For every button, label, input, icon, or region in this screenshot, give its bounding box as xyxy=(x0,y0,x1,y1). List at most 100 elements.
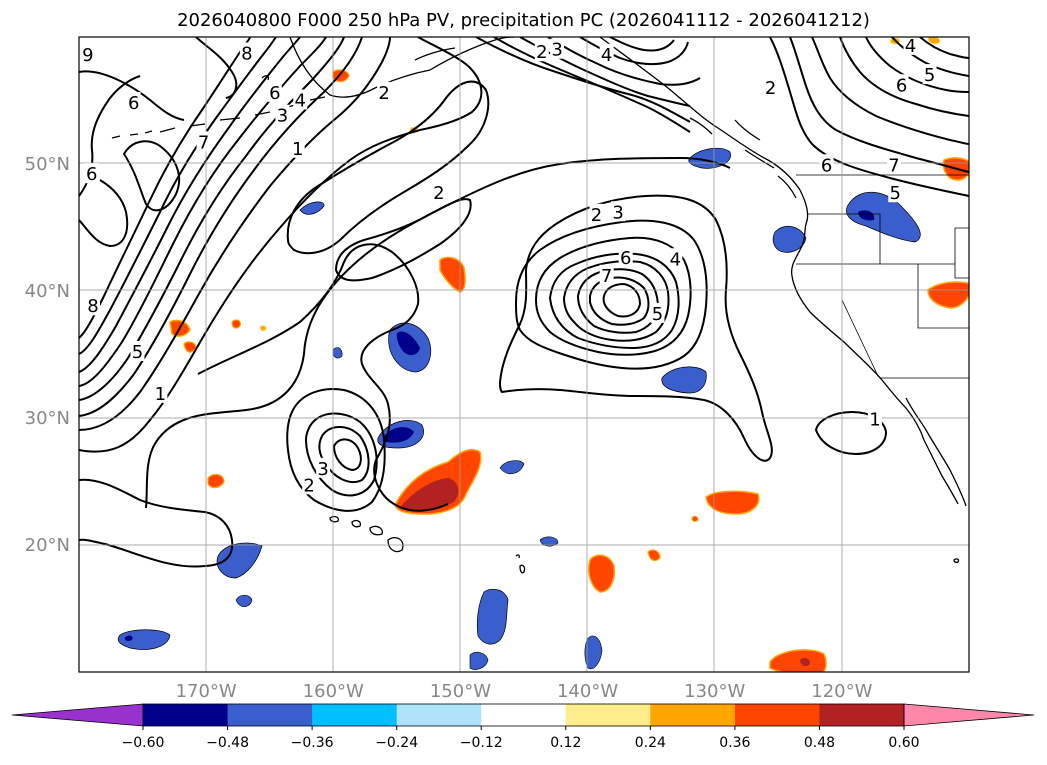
contour-label: 7 xyxy=(888,155,899,176)
contour-label: 2 xyxy=(765,78,776,99)
contour-label-bg xyxy=(589,203,604,224)
contour-label: 3 xyxy=(277,106,288,127)
contour-label: 4 xyxy=(905,36,916,57)
contour-label: 7 xyxy=(198,132,209,153)
lon-tick-label: 150°W xyxy=(430,681,491,702)
contour-label: 2 xyxy=(536,42,547,63)
lon-tick-label: 140°W xyxy=(557,681,618,702)
contour-label-bg xyxy=(556,9,570,29)
contour-label-bg xyxy=(599,43,614,64)
colorbar-segment xyxy=(650,704,736,726)
colorbar-segment xyxy=(312,704,398,726)
contour-label-bg xyxy=(431,182,446,203)
lat-tick-label: 40°N xyxy=(25,281,70,302)
contour-label: 2 xyxy=(378,83,389,104)
colorbar: −0.60 −0.48 −0.36 −0.24 −0.12 0.12 0.24 0.36 0.4… xyxy=(11,703,1035,751)
contour-label-bg xyxy=(302,474,317,495)
colorbar-tick-label: 0.36 xyxy=(719,735,750,751)
contour-label-bg xyxy=(126,92,141,113)
colorbar-segment xyxy=(734,704,820,726)
colorbar-tick-label: 0.60 xyxy=(888,735,919,751)
colorbar-frame xyxy=(142,703,905,727)
colorbar-segment xyxy=(565,704,651,726)
plot-title: 2026040800 F000 250 hPa PV, precipitatio… xyxy=(177,10,870,31)
contour-label-bg xyxy=(84,163,99,184)
contour-label-bg xyxy=(196,131,211,152)
contour-label-bg xyxy=(293,89,308,110)
contour-label: 3 xyxy=(612,202,623,223)
contour-label-bg xyxy=(267,81,282,102)
contour-label: 6 xyxy=(128,93,139,114)
lon-tick-label: 120°W xyxy=(811,681,872,702)
contour-label: 5 xyxy=(924,65,935,86)
contour-label: 6 xyxy=(821,155,832,176)
contour-label: 4 xyxy=(295,91,306,112)
lat-tick-label: 30°N xyxy=(25,408,70,429)
colorbar-segment xyxy=(396,704,482,726)
colorbar-segment xyxy=(143,704,229,726)
colorbar-segment xyxy=(481,704,567,726)
colorbar-tick-label: −0.60 xyxy=(122,735,165,751)
contour-label: 3 xyxy=(317,459,328,480)
contour-label-bg xyxy=(534,41,549,62)
contour-label: 5 xyxy=(652,304,663,325)
contour-label-bg xyxy=(819,154,834,175)
contour-label: 2 xyxy=(433,183,444,204)
contour-label-bg xyxy=(922,64,937,85)
contour-label-bg xyxy=(894,74,909,95)
longitude-tick-labels: 170°W 160°W 150°W 140°W 130°W 120°W xyxy=(176,681,873,702)
colorbar-tick-label: −0.24 xyxy=(375,735,418,751)
contour-label-bg xyxy=(886,154,901,175)
contour-label-bg xyxy=(377,81,392,102)
ocean-background xyxy=(79,37,969,672)
contour-label-bg xyxy=(85,295,100,316)
lon-tick-label: 130°W xyxy=(684,681,745,702)
contour-label-bg xyxy=(130,340,145,361)
contour-label-bg xyxy=(618,246,633,267)
contour-label: 5 xyxy=(558,10,569,31)
contour-label-bg xyxy=(611,201,626,222)
coastlines xyxy=(111,37,967,574)
contour-label-bg xyxy=(867,408,882,429)
contour-label: 8 xyxy=(87,296,98,317)
contour-label-bg xyxy=(153,382,168,403)
lon-tick-label: 160°W xyxy=(303,681,364,702)
contour-label-bg xyxy=(650,302,665,323)
contour-label: 6 xyxy=(86,164,97,185)
lon-tick-label: 170°W xyxy=(176,681,237,702)
colorbar-tick-label: −0.12 xyxy=(460,735,503,751)
contour-label-bg xyxy=(550,38,565,59)
contour-label: 1 xyxy=(292,139,303,160)
contour-label: 5 xyxy=(890,183,901,204)
colorbar-extend-max xyxy=(903,703,1035,727)
colorbar-tick-label: 0.24 xyxy=(635,735,666,751)
contour-label: 3 xyxy=(551,40,562,61)
contour-label: 7 xyxy=(601,266,612,287)
contour-label-bg xyxy=(290,137,305,158)
latitude-tick-labels: 50°N 40°N 30°N 20°N xyxy=(25,154,70,556)
colorbar-segment xyxy=(819,704,905,726)
contour-label: 4 xyxy=(601,45,612,66)
colorbar-tick-label: −0.36 xyxy=(291,735,334,751)
contour-label: 2 xyxy=(591,205,602,226)
contour-label: 8 xyxy=(241,44,252,65)
lat-tick-label: 20°N xyxy=(25,535,70,556)
precipitation-pc-shading xyxy=(117,37,969,672)
contour-label: 3 xyxy=(924,16,935,37)
contour-label-bg xyxy=(599,264,614,285)
contour-label-bg xyxy=(903,37,918,55)
political-borders xyxy=(796,174,969,379)
lat-tick-label: 50°N xyxy=(25,154,70,175)
contour-label: 6 xyxy=(269,83,280,104)
contour-label: 1 xyxy=(155,384,166,405)
colorbar-tick-label: −0.48 xyxy=(206,735,249,751)
contour-label-bg xyxy=(316,457,331,478)
contour-label-bg xyxy=(668,248,683,269)
contour-label-bg xyxy=(80,43,95,64)
contour-label-bg xyxy=(239,42,254,63)
contour-label: 2 xyxy=(303,475,314,496)
contour-label-bg xyxy=(923,15,937,35)
